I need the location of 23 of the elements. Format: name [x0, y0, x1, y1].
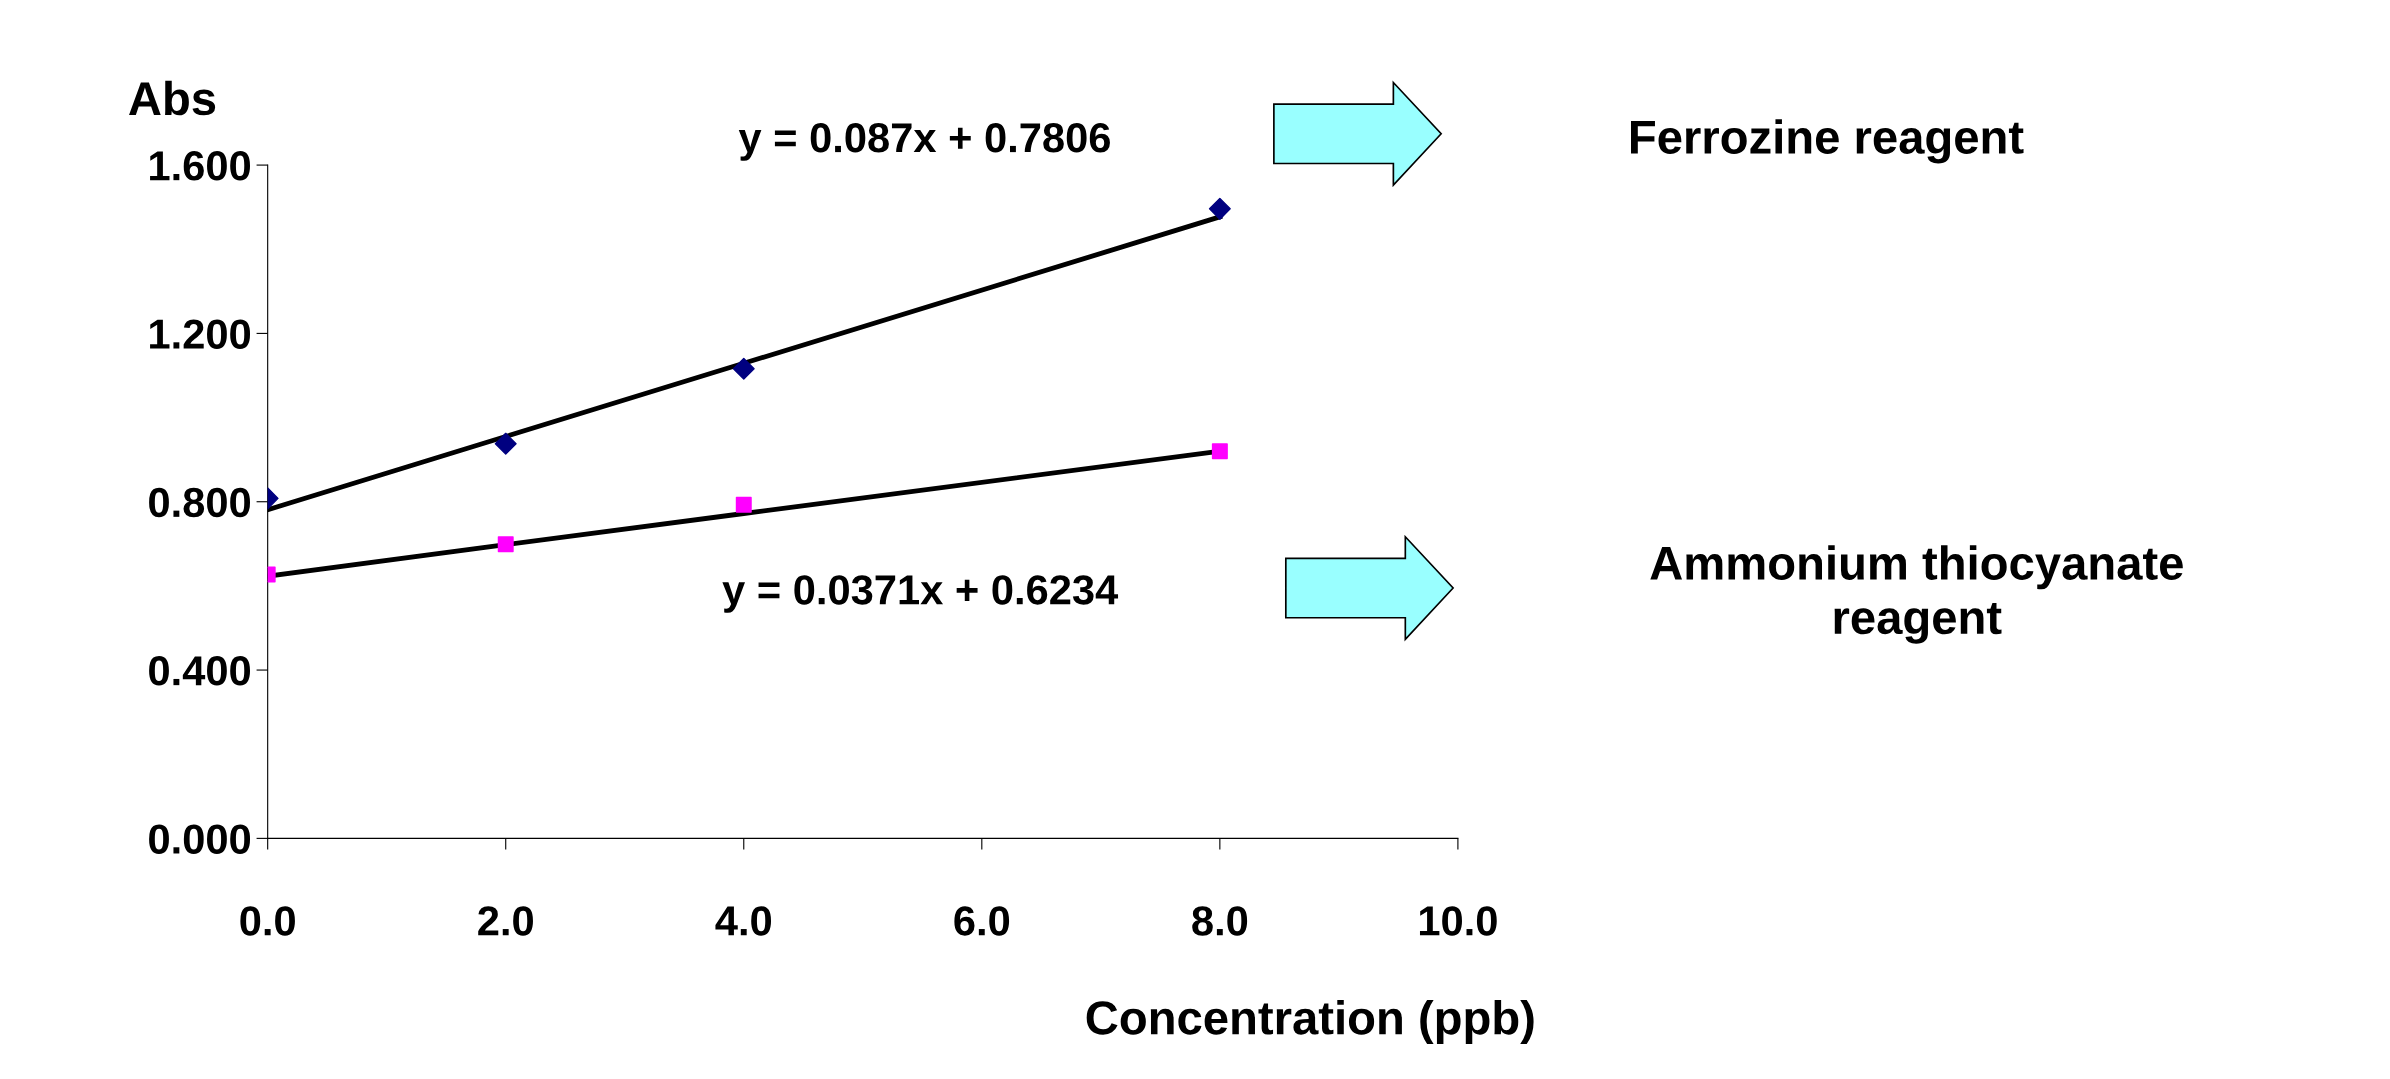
x-tick-label: 8.0	[1192, 906, 1248, 936]
point	[735, 496, 752, 513]
point	[497, 536, 514, 553]
annotation: y = 0.0371x + 0.6234	[722, 575, 1119, 613]
text: Ferrozine reagent	[1631, 119, 2024, 164]
x-tick-label: 4.0	[715, 906, 772, 936]
x-tick-label: 2.0	[478, 906, 533, 936]
point	[1208, 197, 1231, 220]
point	[732, 357, 755, 380]
x-tick-label: 10.0	[1419, 906, 1497, 936]
y-axis-title: Abs	[129, 80, 216, 116]
y-tick-label: 0.800	[149, 487, 251, 518]
x-tick-label: 6.0	[954, 906, 1010, 936]
y-tick-label: 0.400	[149, 656, 251, 686]
point	[494, 432, 517, 455]
text: Ammonium thiocyanate reagent	[1650, 545, 2183, 644]
text: y = 0.087x + 0.7806	[738, 123, 1110, 161]
x-tick-label: 0.0	[240, 906, 295, 936]
y-tick-label: 0.000	[149, 824, 251, 854]
point	[1211, 443, 1228, 460]
y-tick-label: 1.200	[150, 319, 251, 349]
x-axis-title: Concentration (ppb)	[1086, 999, 1534, 1044]
y-tick-label: 1.600	[150, 151, 251, 181]
